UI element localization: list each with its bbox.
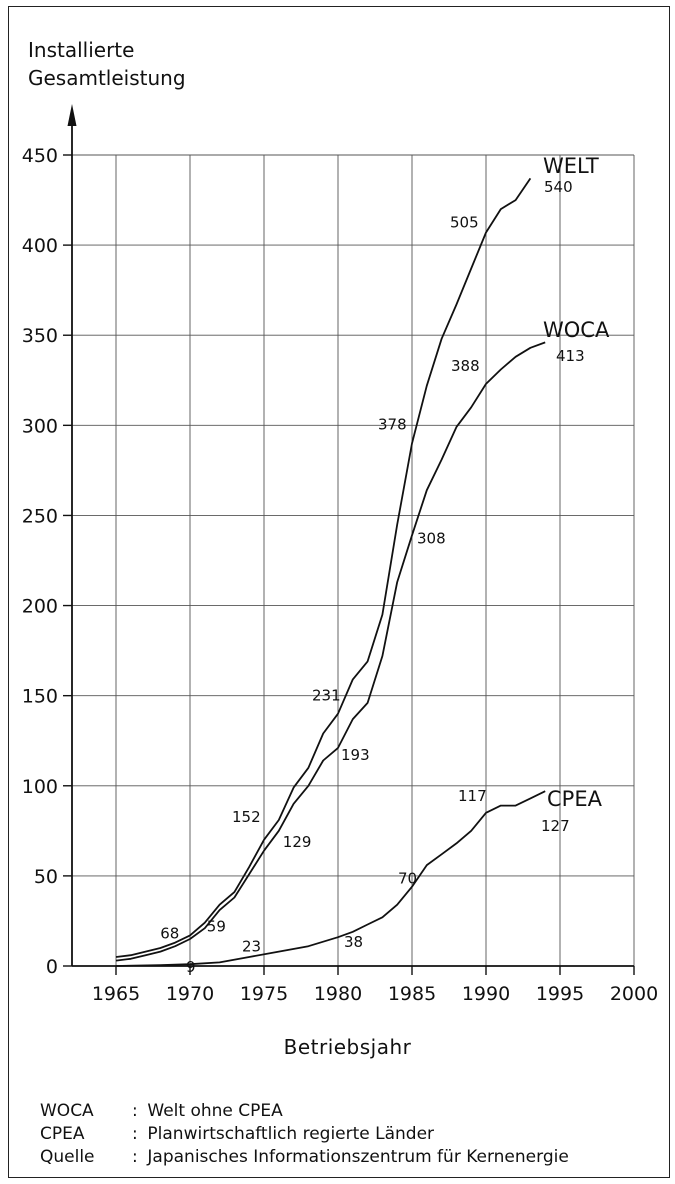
data-label: 23 — [242, 937, 261, 955]
note-text: Planwirtschaftlich regierte Länder — [147, 1124, 435, 1144]
data-label: 59 — [207, 918, 226, 936]
x-tick-label: 1990 — [462, 983, 510, 1005]
data-label: 193 — [341, 746, 370, 764]
y-axis-arrow — [67, 104, 77, 126]
note-key: Quelle — [40, 1147, 95, 1167]
series-line-welt — [115, 177, 532, 958]
x-tick-label: 1965 — [92, 983, 140, 1005]
x-tick-label: 1985 — [388, 983, 436, 1005]
series-end-value-cpea: 127 — [541, 817, 570, 835]
data-label: 378 — [378, 415, 407, 433]
note-source: Quelle: Japanisches Informationszentrum … — [40, 1146, 569, 1169]
data-label: 388 — [451, 357, 480, 375]
figure-frame — [8, 6, 670, 1178]
y-tick-label: 0 — [46, 956, 58, 978]
x-axis-title: Betriebsjahr — [283, 1035, 412, 1059]
series-name-cpea: CPEA — [547, 787, 603, 811]
note-text: Welt ohne CPEA — [147, 1101, 283, 1121]
legend-notes: WOCA: Welt ohne CPEA CPEA: Planwirtschaf… — [40, 1100, 569, 1169]
series-name-woca: WOCA — [543, 318, 610, 342]
x-axis-title-wrap: Betriebsjahr — [0, 1035, 675, 1059]
data-label: 38 — [344, 933, 363, 951]
data-label: 308 — [417, 529, 446, 547]
y-axis-title-line2: Gesamtleistung — [28, 66, 186, 90]
y-tick-label: 450 — [22, 145, 58, 167]
note-colon: : — [132, 1147, 138, 1167]
note-key: WOCA — [40, 1101, 94, 1121]
y-tick-label: 350 — [22, 325, 58, 347]
note-colon: : — [132, 1124, 138, 1144]
x-tick-label: 1970 — [166, 983, 214, 1005]
x-tick-label: 1995 — [536, 983, 584, 1005]
y-tick-label: 200 — [22, 596, 58, 618]
data-label: 129 — [283, 833, 312, 851]
x-tick-label: 1980 — [314, 983, 362, 1005]
data-label: 117 — [458, 787, 487, 805]
data-label: 152 — [232, 808, 261, 826]
note-text: Japanisches Informationszentrum für Kern… — [147, 1147, 569, 1167]
data-label: 231 — [312, 687, 341, 705]
y-tick-label: 300 — [22, 415, 58, 437]
y-tick-label: 150 — [22, 686, 58, 708]
data-label: 9 — [186, 958, 196, 976]
note-colon: : — [132, 1101, 138, 1121]
y-tick-label: 400 — [22, 235, 58, 257]
data-label: 70 — [398, 870, 417, 888]
note-key: CPEA — [40, 1124, 85, 1144]
series-name-welt: WELT — [543, 154, 599, 178]
y-axis-title-line1: Installierte — [28, 38, 135, 62]
series-end-value-welt: 540 — [544, 178, 573, 196]
series-line-woca — [115, 341, 546, 962]
series-line-cpea — [115, 790, 546, 967]
y-tick-label: 50 — [34, 866, 58, 888]
x-tick-label: 2000 — [610, 983, 658, 1005]
y-tick-label: 250 — [22, 505, 58, 527]
y-tick-label: 100 — [22, 776, 58, 798]
y-axis-title: Installierte Gesamtleistung — [28, 36, 186, 92]
series-end-value-woca: 413 — [556, 347, 585, 365]
x-tick-label: 1975 — [240, 983, 288, 1005]
data-label: 68 — [160, 925, 179, 943]
data-label: 505 — [450, 213, 479, 231]
note-woca: WOCA: Welt ohne CPEA — [40, 1100, 569, 1123]
note-cpea: CPEA: Planwirtschaftlich regierte Länder — [40, 1123, 569, 1146]
